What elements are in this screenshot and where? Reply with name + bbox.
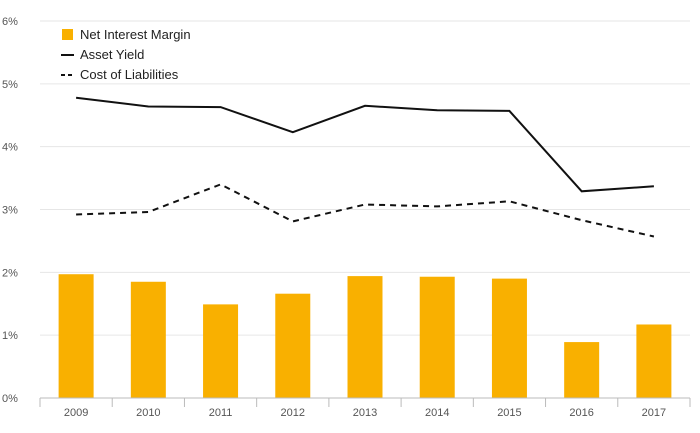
x-tick-label: 2010: [136, 407, 160, 419]
y-tick-label: 4%: [2, 142, 18, 154]
x-tick-label: 2009: [64, 407, 88, 419]
bar-2010: [130, 281, 166, 398]
legend: Net Interest Margin Asset Yield Cost of …: [61, 27, 191, 82]
axes: 0% 1% 2% 3% 4% 5% 6% 2009 2010 2011 2012 2013 2014 20…: [2, 16, 691, 419]
x-tick-label: 2016: [569, 407, 593, 419]
y-tick-label: 1%: [2, 330, 18, 342]
y-tick-label: 3%: [2, 205, 18, 217]
y-tick-label: 0%: [2, 393, 18, 405]
bars: [58, 274, 672, 398]
gridlines: [40, 20, 690, 336]
bar-2013: [347, 276, 383, 398]
bar-2012: [275, 293, 311, 398]
series-line-cost-of-liabilities: [76, 183, 655, 238]
bar-2015: [491, 278, 527, 398]
x-tick-label: 2014: [425, 407, 449, 419]
x-tick-label: 2017: [642, 407, 666, 419]
x-tick-label: 2013: [353, 407, 377, 419]
y-tick-label: 2%: [2, 267, 18, 279]
legend-label-asset-yield: Asset Yield: [80, 47, 144, 62]
x-tick-label: 2011: [209, 407, 233, 419]
legend-swatch-net-interest-margin: [62, 29, 73, 40]
x-tick-label: 2015: [497, 407, 521, 419]
bar-2016: [564, 342, 600, 398]
bar-2009: [58, 274, 94, 398]
x-tick-label: 2012: [281, 407, 305, 419]
bar-2014: [419, 276, 455, 398]
y-tick-label: 6%: [2, 16, 18, 28]
legend-label-cost-of-liabilities: Cost of Liabilities: [80, 67, 179, 82]
bar-2017: [636, 324, 672, 398]
series-line-asset-yield: [75, 96, 654, 193]
series-lines: [75, 96, 655, 238]
y-tick-label: 5%: [2, 79, 18, 91]
legend-label-net-interest-margin: Net Interest Margin: [80, 27, 191, 42]
bar-2011: [203, 304, 239, 398]
